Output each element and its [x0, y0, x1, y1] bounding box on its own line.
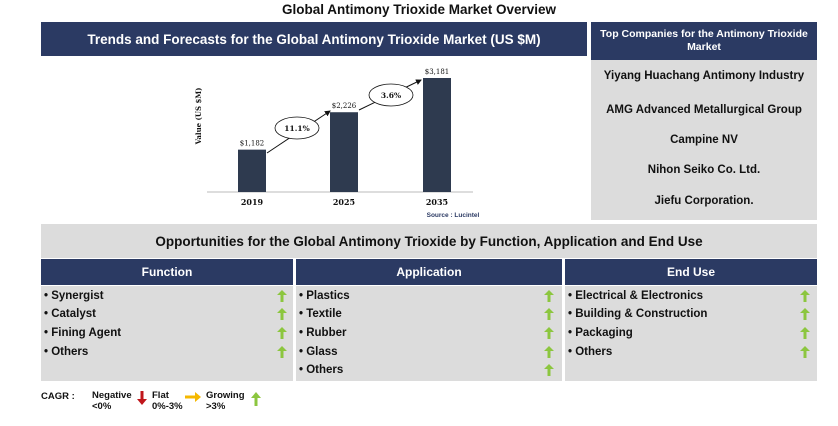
list-item: • Rubber [299, 327, 347, 339]
cagr-growing-label: Growing >3% [206, 390, 245, 412]
companies-list: Yiyang Huachang Antimony Industry AMG Ad… [591, 60, 817, 220]
growth-ellipse-1 [274, 116, 320, 140]
up-arrow-icon [544, 290, 554, 302]
up-arrow-icon [544, 308, 554, 320]
right-arrow-icon [185, 392, 201, 402]
cagr-flat-range: 0%-3% [152, 401, 183, 412]
y-axis-label: Value (US $M) [194, 88, 203, 146]
growth-label-1: 11.1% [284, 124, 309, 133]
application-header: Application [296, 259, 562, 285]
list-item: • Fining Agent [44, 327, 122, 339]
company-item: Yiyang Huachang Antimony Industry [603, 70, 805, 82]
x-tick-label: 2025 [333, 197, 355, 207]
companies-header: Top Companies for the Antimony Trioxide … [591, 22, 817, 60]
list-item: • Textile [299, 308, 342, 320]
bar-value-label: $1,182 [240, 140, 265, 148]
up-arrow-icon [251, 392, 261, 406]
up-arrow-icon [277, 290, 287, 302]
list-item: • Synergist [44, 290, 104, 302]
end-use-header: End Use [565, 259, 817, 285]
function-header: Function [41, 259, 293, 285]
down-arrow-icon [137, 391, 147, 405]
list-item: • Others [44, 346, 89, 358]
cagr-flat-name: Flat [152, 390, 169, 401]
bar-2025 [330, 112, 358, 192]
company-item: Jiefu Corporation. [654, 195, 754, 207]
company-item: Campine NV [670, 134, 738, 146]
chart-header: Trends and Forecasts for the Global Anti… [41, 22, 587, 56]
bar-2019 [238, 149, 266, 192]
cagr-negative-range: <0% [92, 401, 112, 412]
up-arrow-icon [800, 290, 810, 302]
up-arrow-icon [544, 327, 554, 339]
list-item: • Glass [299, 346, 338, 358]
list-item: • Others [299, 364, 344, 376]
up-arrow-icon [800, 308, 810, 320]
list-item: • Others [568, 346, 613, 358]
up-arrow-icon [277, 327, 287, 339]
bar-value-label: $3,181 [425, 68, 450, 76]
application-list: • Plastics • Textile • Rubber • Glass • … [296, 286, 562, 381]
page-title: Global Antimony Trioxide Market Overview [281, 2, 557, 17]
opportunities-title: Opportunities for the Global Antimony Tr… [41, 224, 817, 258]
bar-value-label: $2,226 [332, 102, 357, 110]
up-arrow-icon [800, 346, 810, 358]
up-arrow-icon [277, 308, 287, 320]
up-arrow-icon [544, 346, 554, 358]
list-item: • Packaging [568, 327, 633, 339]
cagr-growing-range: >3% [206, 401, 226, 412]
list-item: • Catalyst [44, 308, 96, 320]
growth-ellipse-2 [368, 83, 414, 107]
bar-chart: Value (US $M) $1,182 2019 $2,226 2025 $3,181… [194, 68, 480, 219]
cagr-negative-label: Negative <0% [92, 390, 132, 412]
cagr-negative-name: Negative [92, 390, 132, 401]
up-arrow-icon [277, 346, 287, 358]
source-label: Source : Lucintel [427, 212, 480, 219]
end-use-list: • Electrical & Electronics • Building & … [565, 286, 817, 381]
x-tick-label: 2035 [426, 197, 448, 207]
bar-2035 [423, 78, 451, 192]
function-list: • Synergist • Catalyst • Fining Agent • … [41, 286, 293, 381]
cagr-growing-name: Growing [206, 390, 245, 401]
list-item: • Building & Construction [568, 308, 708, 320]
up-arrow-icon [800, 327, 810, 339]
company-item: AMG Advanced Metallurgical Group [606, 104, 802, 116]
company-item: Nihon Seiko Co. Ltd. [647, 164, 761, 176]
list-item: • Electrical & Electronics [568, 290, 704, 302]
list-item: • Plastics [299, 290, 350, 302]
up-arrow-icon [544, 364, 554, 376]
x-tick-label: 2019 [241, 197, 264, 207]
growth-label-2: 3.6% [381, 91, 401, 100]
cagr-flat-label: Flat 0%-3% [152, 390, 183, 412]
cagr-label: CAGR : [41, 391, 75, 402]
